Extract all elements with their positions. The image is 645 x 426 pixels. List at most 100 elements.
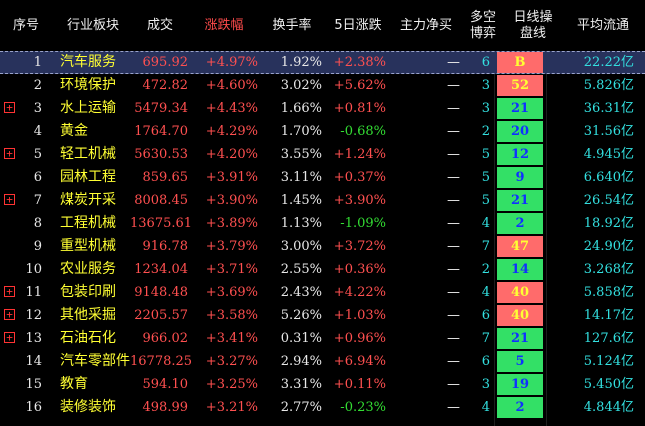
avg-float-value: 26.54亿 xyxy=(583,193,634,208)
sector-name[interactable]: 煤炭开采 xyxy=(60,192,116,208)
sector-name[interactable]: 重型机械 xyxy=(60,238,116,254)
header-daily-op[interactable]: 日线操 盘线 xyxy=(513,9,553,41)
volume-value: 472.82 xyxy=(142,78,189,93)
change-value: +3.27% xyxy=(205,354,258,369)
header-long-short[interactable]: 多空 博弈 xyxy=(469,9,496,41)
table-row[interactable]: 15 教育 594.10 +3.25% 3.31% +0.11% — 3 19 5.450亿 xyxy=(0,373,645,396)
avg-float-value: 6.640亿 xyxy=(583,170,634,185)
table-row[interactable]: 8 工程机械 13675.61 +3.89% 1.13% -1.09% — 4 2 18.92亿 xyxy=(0,212,645,235)
header-turnover[interactable]: 换手率 xyxy=(272,17,312,33)
header-main-flow[interactable]: 主力净买 xyxy=(399,17,452,33)
daily-op-badge: 2 xyxy=(497,213,543,234)
expand-plus-icon[interactable]: + xyxy=(4,309,15,320)
change-value: +3.21% xyxy=(205,400,258,415)
long-short-value: 4 xyxy=(481,216,490,231)
long-short-value: 2 xyxy=(481,124,490,139)
expand-plus-icon[interactable]: + xyxy=(4,332,15,343)
change-5d-value: +6.94% xyxy=(333,354,386,369)
table-row[interactable]: 10 农业服务 1234.04 +3.71% 2.55% +0.36% — 2 14 3.268亿 xyxy=(0,258,645,281)
table-row[interactable]: +3 水上运输 5479.34 +4.43% 1.66% +0.81% — 3 21 36.31亿 xyxy=(0,97,645,120)
daily-op-badge: 12 xyxy=(497,144,543,165)
sector-name[interactable]: 园林工程 xyxy=(60,169,116,185)
table-row[interactable]: +12 其他采掘 2205.57 +3.58% 5.26% +1.03% — 6 40 14.17… xyxy=(0,304,645,327)
row-index: 8 xyxy=(33,216,42,231)
avg-float-value: 127.6亿 xyxy=(583,331,634,346)
avg-float-value: 5.124亿 xyxy=(583,354,634,369)
turnover-value: 3.31% xyxy=(280,377,322,392)
row-index: 12 xyxy=(25,308,42,323)
daily-op-badge: 9 xyxy=(497,167,543,188)
long-short-value: 2 xyxy=(481,262,490,277)
header-avg-float[interactable]: 平均流通 xyxy=(576,17,629,33)
sector-name[interactable]: 农业服务 xyxy=(60,261,116,277)
header-change-5d[interactable]: 5日涨跌 xyxy=(334,17,382,33)
table-row[interactable]: 9 重型机械 916.78 +3.79% 3.00% +3.72% — 7 47 24.90亿 xyxy=(0,235,645,258)
daily-op-badge: 21 xyxy=(497,190,543,211)
table-row[interactable]: 4 黄金 1764.70 +4.29% 1.70% -0.68% — 2 20 31.56亿 xyxy=(0,120,645,143)
avg-float-value: 24.90亿 xyxy=(583,239,634,254)
change-5d-value: +0.36% xyxy=(333,262,386,277)
sector-name[interactable]: 教育 xyxy=(60,376,88,392)
column-divider xyxy=(494,51,495,426)
row-index: 14 xyxy=(25,354,42,369)
volume-value: 13675.61 xyxy=(130,216,193,231)
sector-name[interactable]: 水上运输 xyxy=(60,100,116,116)
header-change[interactable]: 涨跌幅 xyxy=(204,17,244,33)
main-flow-value: — xyxy=(447,124,460,139)
expand-plus-icon[interactable]: + xyxy=(4,194,15,205)
table-row[interactable]: +13 石油石化 966.02 +3.41% 0.31% +0.96% — 7 21 127.6亿 xyxy=(0,327,645,350)
sector-name[interactable]: 汽车零部件 xyxy=(60,353,130,369)
change-5d-value: +4.22% xyxy=(333,285,386,300)
main-flow-value: — xyxy=(447,147,460,162)
volume-value: 1764.70 xyxy=(134,124,188,139)
expand-plus-icon[interactable]: + xyxy=(4,102,15,113)
change-5d-value: +0.11% xyxy=(333,377,386,392)
table-row[interactable]: 1 汽车服务 695.92 +4.97% 1.92% +2.38% — 6 B 22.22亿 xyxy=(0,51,645,74)
sector-name[interactable]: 汽车服务 xyxy=(60,54,116,70)
main-flow-value: — xyxy=(447,262,460,277)
change-5d-value: +0.37% xyxy=(333,170,386,185)
expand-plus-icon[interactable]: + xyxy=(4,148,15,159)
main-flow-value: — xyxy=(447,78,460,93)
sector-name[interactable]: 石油石化 xyxy=(60,330,116,346)
main-flow-value: — xyxy=(447,377,460,392)
table-row[interactable]: +5 轻工机械 5630.53 +4.20% 3.55% +1.24% — 5 12 4.945亿 xyxy=(0,143,645,166)
sector-name[interactable]: 轻工机械 xyxy=(60,146,116,162)
sector-name[interactable]: 工程机械 xyxy=(60,215,116,231)
daily-op-badge: 19 xyxy=(497,374,543,395)
volume-value: 859.65 xyxy=(142,170,189,185)
expand-plus-icon[interactable]: + xyxy=(4,286,15,297)
turnover-value: 1.45% xyxy=(280,193,322,208)
sector-name[interactable]: 其他采掘 xyxy=(60,307,116,323)
sector-name[interactable]: 包装印刷 xyxy=(60,284,116,300)
volume-value: 5630.53 xyxy=(134,147,188,162)
long-short-value: 3 xyxy=(481,101,490,116)
row-index: 10 xyxy=(25,262,42,277)
header-seq[interactable]: 序号 xyxy=(12,17,39,33)
row-index: 5 xyxy=(33,147,42,162)
turnover-value: 5.26% xyxy=(280,308,322,323)
long-short-value: 3 xyxy=(481,78,490,93)
sector-name[interactable]: 环境保护 xyxy=(60,77,116,93)
table-row[interactable]: 14 汽车零部件 16778.25 +3.27% 2.94% +6.94% — 6 5 5.124… xyxy=(0,350,645,373)
change-5d-value: +3.72% xyxy=(333,239,386,254)
change-value: +3.69% xyxy=(205,285,258,300)
long-short-value: 4 xyxy=(481,285,490,300)
volume-value: 5479.34 xyxy=(134,101,188,116)
change-value: +4.20% xyxy=(205,147,258,162)
table-row[interactable]: 6 园林工程 859.65 +3.91% 3.11% +0.37% — 5 9 6.640亿 xyxy=(0,166,645,189)
change-value: +3.90% xyxy=(205,193,258,208)
change-5d-value: +0.81% xyxy=(333,101,386,116)
avg-float-value: 31.56亿 xyxy=(583,124,634,139)
table-row[interactable]: 16 装修装饰 498.99 +3.21% 2.77% -0.23% — 4 2 4.844亿 xyxy=(0,396,645,419)
table-row[interactable]: 2 环境保护 472.82 +4.60% 3.02% +5.62% — 3 52 5.826亿 xyxy=(0,74,645,97)
header-volume[interactable]: 成交 xyxy=(146,17,173,33)
long-short-value: 6 xyxy=(481,354,490,369)
table-row[interactable]: +7 煤炭开采 8008.45 +3.90% 1.45% +3.90% — 5 21 26.54亿 xyxy=(0,189,645,212)
sector-name[interactable]: 装修装饰 xyxy=(60,399,116,415)
row-index: 3 xyxy=(33,101,42,116)
header-sector[interactable]: 行业板块 xyxy=(66,17,119,33)
sector-name[interactable]: 黄金 xyxy=(60,123,88,139)
avg-float-value: 4.844亿 xyxy=(583,400,634,415)
table-row[interactable]: +11 包装印刷 9148.48 +3.69% 2.43% +4.22% — 4 40 5.858… xyxy=(0,281,645,304)
